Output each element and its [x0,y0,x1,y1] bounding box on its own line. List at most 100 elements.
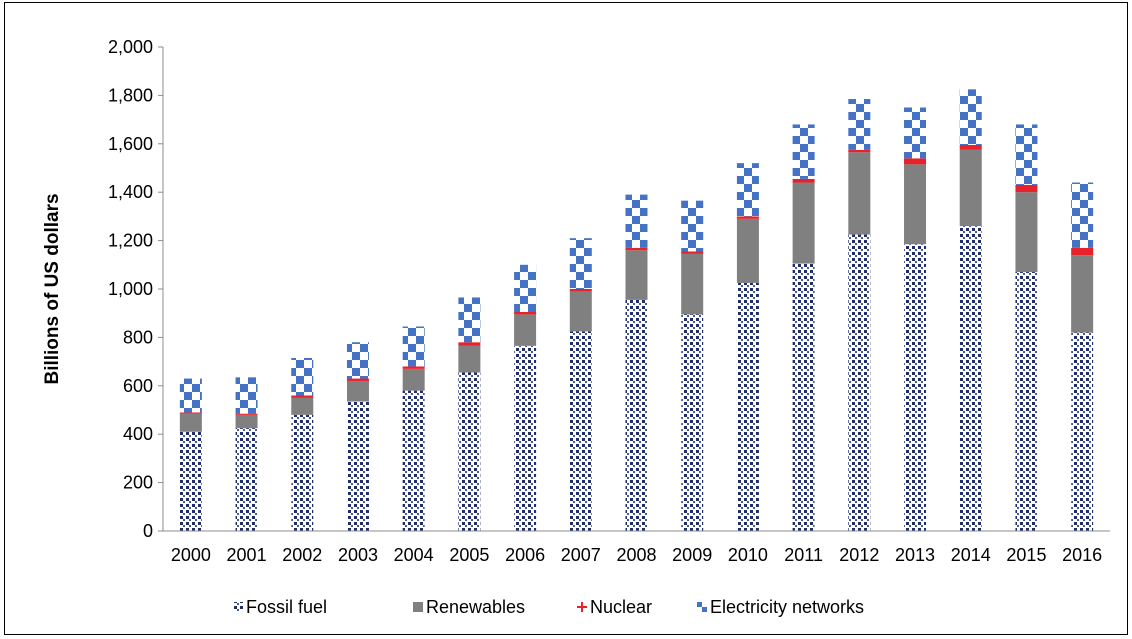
bar-renewables [514,314,537,346]
bar-nuclear [848,149,871,153]
x-tick-label: 2016 [1062,545,1102,565]
bar-nuclear [1071,247,1094,256]
bar-nuclear [736,216,759,219]
x-tick-label: 2000 [171,545,211,565]
legend-item-renewables: Renewables [413,597,525,617]
bar-electricity-networks [792,124,815,179]
bar-electricity-networks [1015,124,1038,185]
legend-item-electricity-networks: Electricity networks [697,597,864,617]
bar-electricity-networks [458,297,481,343]
bar-fossil-fuel [792,263,815,531]
bar-fossil-fuel [736,282,759,531]
bar-renewables [625,250,648,300]
bar-nuclear [346,378,369,381]
x-tick-label: 2001 [227,545,267,565]
bar-fossil-fuel [1071,332,1094,531]
y-tick-label: 1,800 [108,85,153,105]
bar-nuclear [1015,184,1038,193]
y-tick-label: 0 [143,521,153,541]
bar-renewables [402,368,425,391]
x-tick-label: 2006 [505,545,545,565]
y-tick-label: 1,200 [108,231,153,251]
bar-electricity-networks [291,357,314,396]
legend-item-nuclear: Nuclear [577,597,652,617]
bar-renewables [904,164,927,245]
bar-renewables [1015,192,1038,273]
bar-fossil-fuel [458,372,481,531]
bar-fossil-fuel [346,401,369,531]
bar-electricity-networks [235,377,258,414]
bar-fossil-fuel [569,331,592,531]
bar-nuclear [569,289,592,292]
x-tick-label: 2004 [394,545,434,565]
bar-nuclear [291,395,314,398]
legend-label-nuclear: Nuclear [590,597,652,617]
y-tick-label: 200 [123,473,153,493]
x-tick-label: 2005 [449,545,489,565]
legend-label-electricity-networks: Electricity networks [710,597,864,617]
y-tick-label: 1,000 [108,279,153,299]
y-tick-label: 600 [123,376,153,396]
bar-electricity-networks [179,378,202,413]
legend-label-renewables: Renewables [426,597,525,617]
legend-swatch-fossil-fuel [233,602,243,612]
bar-fossil-fuel [681,314,704,531]
x-tick-label: 2014 [951,545,991,565]
y-tick-label: 400 [123,424,153,444]
x-tick-label: 2002 [282,545,322,565]
bar-renewables [736,218,759,283]
bar-renewables [346,380,369,402]
bar-fossil-fuel [904,244,927,532]
bar-electricity-networks [681,200,704,252]
bar-fossil-fuel [291,414,314,531]
legend-swatch-electricity-networks [697,602,702,607]
bar-fossil-fuel [848,234,871,532]
bar-renewables [458,345,481,373]
bar-nuclear [458,342,481,346]
x-tick-label: 2010 [728,545,768,565]
bar-nuclear [179,412,202,414]
x-tick-label: 2003 [338,545,378,565]
bar-fossil-fuel [959,226,982,531]
x-tick-label: 2008 [616,545,656,565]
bar-electricity-networks [848,99,871,150]
x-tick-label: 2009 [672,545,712,565]
x-tick-label: 2011 [784,545,823,565]
legend-item-fossil-fuel: Fossil fuel [233,597,327,617]
bar-renewables [235,414,258,429]
bar-fossil-fuel [402,390,425,531]
bar-electricity-networks [904,107,927,159]
bar-nuclear [792,178,815,183]
y-tick-label: 1,400 [108,182,153,202]
y-tick-label: 800 [123,327,153,347]
bar-renewables [959,149,982,227]
bar-nuclear [235,413,258,415]
bar-nuclear [904,158,927,165]
bar-nuclear [681,251,704,254]
bar-electricity-networks [959,89,982,146]
bar-renewables [179,413,202,432]
bar-nuclear [514,311,537,315]
bar-electricity-networks [736,163,759,217]
x-tick-label: 2013 [895,545,935,565]
legend-swatch-renewables [413,602,423,612]
bar-nuclear [959,145,982,150]
bar-renewables [792,182,815,264]
x-tick-label: 2015 [1006,545,1046,565]
bar-nuclear [625,247,648,251]
bar-electricity-networks [625,194,648,248]
x-tick-label: 2012 [839,545,879,565]
bar-renewables [848,152,871,235]
legend: Fossil fuel Renewables Nuclear Electricity … [233,597,864,617]
bar-nuclear [402,366,425,369]
x-tick-label: 2007 [561,545,601,565]
bar-electricity-networks [569,238,592,289]
bar-renewables [291,397,314,415]
bar-renewables [569,291,592,332]
y-tick-label: 1,600 [108,134,153,154]
bar-fossil-fuel [514,345,537,531]
bar-fossil-fuel [1015,272,1038,531]
bar-fossil-fuel [625,299,648,531]
bar-renewables [681,253,704,315]
